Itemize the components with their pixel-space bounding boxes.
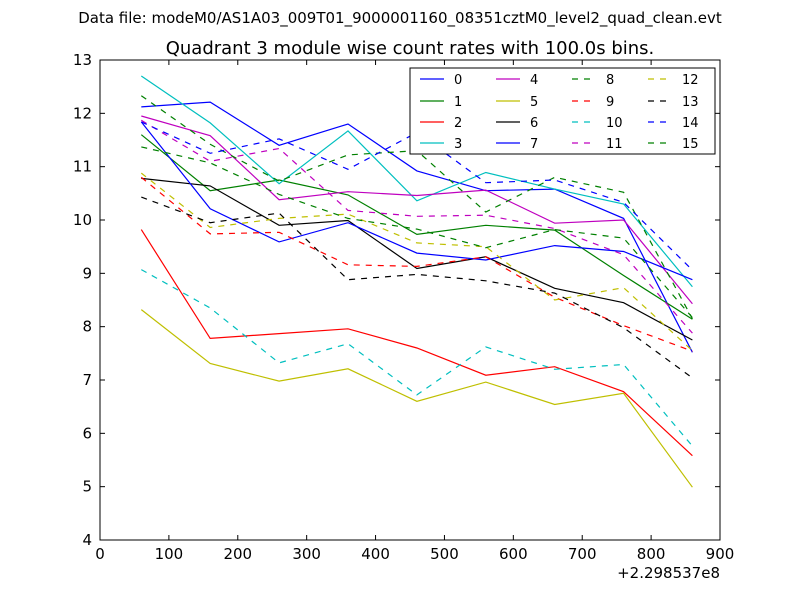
legend-label-0: 0: [454, 73, 462, 88]
x-tick-label: 500: [430, 545, 459, 563]
x-tick-label: 800: [637, 545, 666, 563]
x-tick-label: 900: [706, 545, 735, 563]
y-tick-label: 9: [82, 264, 92, 282]
legend-label-2: 2: [454, 116, 462, 131]
y-tick-label: 12: [73, 104, 92, 122]
x-tick-label: 300: [292, 545, 321, 563]
legend-label-3: 3: [454, 137, 462, 152]
x-tick-label: 700: [568, 545, 597, 563]
legend-label-5: 5: [530, 95, 538, 110]
legend-label-6: 6: [530, 116, 538, 131]
y-tick-label: 7: [82, 371, 92, 389]
figure-suptitle: Data file: modeM0/AS1A03_009T01_90000011…: [78, 9, 722, 28]
legend-label-14: 14: [682, 116, 699, 131]
series-line-1: [140, 134, 693, 320]
chart-title: Quadrant 3 module wise count rates with …: [166, 38, 655, 59]
legend-label-8: 8: [606, 73, 614, 88]
series-line-13: [141, 196, 693, 379]
legend-label-15: 15: [682, 137, 699, 152]
legend-label-4: 4: [530, 73, 538, 88]
series-line-10: [141, 269, 693, 447]
series-line-5: [140, 309, 693, 488]
series-line-14: [141, 121, 693, 271]
legend-label-12: 12: [682, 73, 699, 88]
y-tick-label: 5: [82, 478, 92, 496]
legend-label-1: 1: [454, 95, 462, 110]
plot-area: [99, 59, 721, 541]
series-line-2: [140, 229, 693, 457]
series-line-6: [141, 177, 693, 341]
series-line-3: [140, 75, 693, 288]
legend-label-13: 13: [682, 95, 699, 110]
series-line-9: [140, 176, 693, 352]
legend-box: [409, 67, 716, 155]
series-line-0: [141, 101, 693, 353]
series-line-12: [140, 172, 693, 352]
legend-label-11: 11: [606, 137, 623, 152]
y-tick-label: 11: [73, 158, 92, 176]
x-tick-label: 200: [223, 545, 252, 563]
y-tick-label: 4: [82, 531, 92, 549]
legend-label-7: 7: [530, 137, 538, 152]
legend-label-10: 10: [606, 116, 623, 131]
x-tick-label: 400: [361, 545, 390, 563]
y-tick-label: 13: [73, 51, 92, 69]
series-line-11: [140, 119, 693, 334]
series-line-15: [141, 146, 693, 318]
x-axis-offset-label: +2.298537e8: [617, 564, 720, 582]
x-tick-label: 100: [155, 545, 184, 563]
y-tick-label: 8: [82, 318, 92, 336]
axes-frame: [99, 59, 721, 541]
x-tick-label: 0: [95, 545, 105, 563]
legend-label-9: 9: [606, 95, 614, 110]
y-tick-label: 10: [73, 211, 92, 229]
axis-ticks: 0 100 200 300 400 500 600 700 800 900456789101112…: [73, 51, 734, 563]
x-tick-label: 600: [499, 545, 528, 563]
y-tick-label: 6: [82, 424, 92, 442]
